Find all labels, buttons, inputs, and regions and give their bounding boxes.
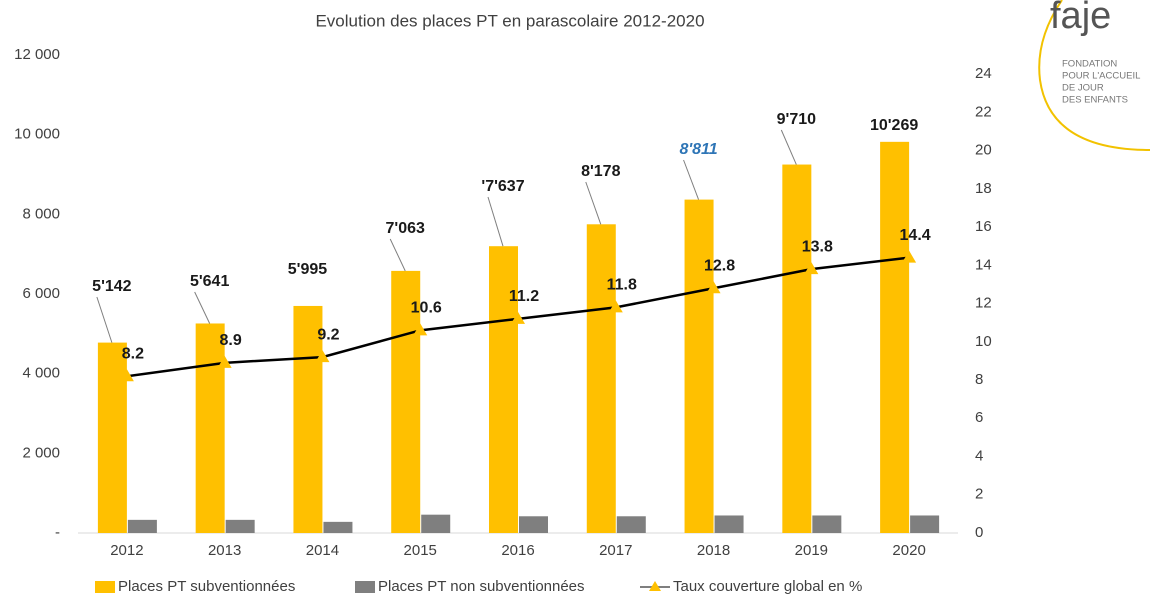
logo-line: DE JOUR bbox=[1062, 83, 1104, 94]
y2-tick-label: 14 bbox=[975, 256, 992, 273]
logo-line: FONDATION bbox=[1062, 59, 1117, 70]
data-label: 10.6 bbox=[411, 300, 442, 317]
marker bbox=[706, 281, 721, 294]
y2-tick-label: 22 bbox=[975, 103, 992, 120]
y-tick-label: 2 000 bbox=[22, 444, 60, 461]
bar bbox=[812, 515, 842, 533]
bar bbox=[910, 515, 940, 533]
y-tick-label: 8 000 bbox=[22, 205, 60, 222]
x-tick-label: 2013 bbox=[208, 542, 241, 559]
y-tick-label: 6 000 bbox=[22, 285, 60, 302]
y2-tick-label: 4 bbox=[975, 447, 983, 464]
bar bbox=[195, 323, 225, 533]
data-label: 11.8 bbox=[607, 277, 637, 294]
x-tick-label: 2017 bbox=[599, 542, 632, 559]
leader-line bbox=[194, 291, 211, 324]
y2-tick-label: 12 bbox=[975, 295, 992, 312]
leader-line bbox=[96, 296, 113, 343]
x-tick-label: 2020 bbox=[892, 542, 925, 559]
marker bbox=[804, 262, 819, 275]
data-label: 13.8 bbox=[802, 238, 833, 255]
leader-line bbox=[683, 159, 700, 200]
legend-label: Places PT non subventionnées bbox=[378, 578, 585, 595]
bar bbox=[293, 305, 323, 533]
marker bbox=[608, 300, 623, 313]
bar bbox=[97, 342, 127, 533]
data-label: 11.2 bbox=[509, 288, 539, 305]
bar bbox=[225, 519, 255, 533]
leader-line bbox=[487, 196, 504, 247]
y2-tick-label: 20 bbox=[975, 142, 992, 159]
marker bbox=[217, 355, 232, 368]
annotation: '7'637 bbox=[481, 178, 524, 195]
y2-tick-label: 16 bbox=[975, 218, 992, 235]
data-label: 14.4 bbox=[900, 227, 931, 244]
legend-label: Taux couverture global en % bbox=[673, 578, 862, 595]
y-tick-label: 10 000 bbox=[14, 126, 60, 143]
data-label: 8.9 bbox=[220, 332, 242, 349]
y-tick-label: 12 000 bbox=[14, 46, 60, 63]
y-tick-label: 4 000 bbox=[22, 365, 60, 382]
bar bbox=[519, 516, 548, 533]
legend-marker bbox=[649, 581, 661, 591]
annotation: 10'269 bbox=[870, 117, 918, 134]
bar bbox=[323, 521, 353, 533]
data-label: 9.2 bbox=[317, 326, 339, 343]
bar bbox=[391, 270, 421, 533]
y2-tick-label: 0 bbox=[975, 524, 983, 541]
y2-tick-label: 6 bbox=[975, 409, 983, 426]
annotation: 8'178 bbox=[581, 163, 621, 180]
x-tick-label: 2018 bbox=[697, 542, 730, 559]
marker bbox=[511, 311, 525, 324]
chart-title: Evolution des places PT en parascolaire … bbox=[315, 11, 704, 30]
annotation: 9'710 bbox=[777, 111, 817, 128]
leader-line bbox=[389, 238, 406, 272]
marker bbox=[413, 323, 428, 336]
y2-tick-label: 10 bbox=[975, 333, 992, 350]
marker bbox=[902, 250, 917, 263]
x-tick-label: 2016 bbox=[501, 542, 534, 559]
annotation: 5'641 bbox=[190, 273, 230, 290]
data-label: 8.2 bbox=[122, 345, 144, 362]
y2-tick-label: 24 bbox=[975, 65, 992, 82]
y2-tick-label: 18 bbox=[975, 180, 992, 197]
logo-arc bbox=[1038, 0, 1151, 151]
bar bbox=[782, 164, 812, 533]
x-tick-label: 2015 bbox=[404, 542, 437, 559]
logo-line: DES ENFANTS bbox=[1062, 95, 1128, 106]
leader-line bbox=[585, 181, 602, 225]
bar bbox=[616, 516, 646, 533]
y-tick-label: - bbox=[55, 524, 60, 541]
bar bbox=[127, 519, 157, 533]
bar bbox=[421, 514, 451, 533]
bar bbox=[489, 246, 518, 533]
bar bbox=[714, 515, 744, 533]
bar bbox=[880, 141, 910, 533]
bar bbox=[684, 199, 714, 533]
legend-swatch bbox=[95, 581, 115, 593]
logo-name: faje bbox=[1050, 0, 1111, 37]
y2-tick-label: 8 bbox=[975, 371, 983, 388]
data-label: 12.8 bbox=[704, 257, 735, 274]
x-tick-label: 2012 bbox=[110, 542, 143, 559]
legend-swatch bbox=[355, 581, 375, 593]
leader-line bbox=[780, 129, 797, 165]
x-tick-label: 2019 bbox=[795, 542, 828, 559]
y2-tick-label: 2 bbox=[975, 486, 983, 503]
annotation: 7'063 bbox=[386, 220, 426, 237]
legend-label: Places PT subventionnées bbox=[118, 578, 295, 595]
logo-line: POUR L'ACCUEIL bbox=[1062, 71, 1140, 82]
marker bbox=[315, 350, 330, 363]
bar bbox=[586, 224, 616, 533]
annotation: 5'995 bbox=[288, 261, 328, 278]
annotation: 5'142 bbox=[92, 278, 132, 295]
x-tick-label: 2014 bbox=[306, 542, 339, 559]
marker bbox=[119, 369, 134, 382]
logo: faje FONDATION POUR L'ACCUEIL DE JOUR DE… bbox=[1038, 0, 1151, 151]
annotation: 8'811 bbox=[679, 141, 717, 158]
